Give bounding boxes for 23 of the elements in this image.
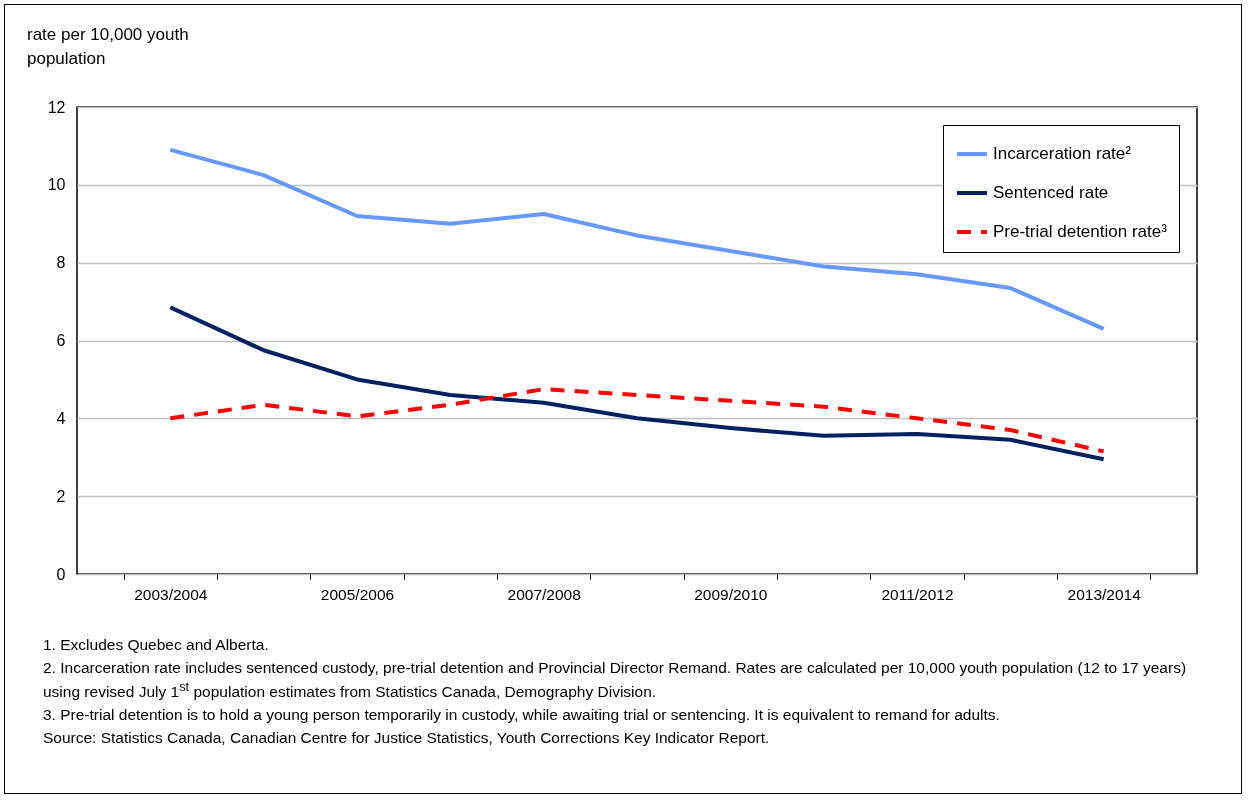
text: 3. Pre-trial detention is to hold a young person temporarily in custody, while awaiting trial or sentencing. It is equivalent to remand for adults. xyxy=(43,705,1001,725)
y-tick-label: 8 xyxy=(56,254,66,272)
x-tick-label: 2005/2006 xyxy=(320,585,395,603)
x-tick-label: 2007/2008 xyxy=(507,585,581,603)
y-tick-label: 2 xyxy=(56,487,66,505)
x-tick-label: 2013/2014 xyxy=(1067,585,1142,603)
y-axis-title: rate per 10,000 youth population xyxy=(27,24,190,70)
source-note: Source: Statistics Canada, Canadian Centre for Justice Statistics, Youth Corrections Key Indicator Report. xyxy=(43,728,771,748)
text: 2. Incarceration rate includes sentenced custody, pre-trial detention and Provincial Director Remand. Rates are calculated per 10,000 youth population (12 to 17 years) using revised July 1$^{st}$ population estimates from Statistics Canada, Demography Division. xyxy=(43,658,1188,702)
legend-label: Pre-trial detention rate³ xyxy=(993,222,1168,241)
y-tick-label: 12 xyxy=(47,98,66,116)
line-series xyxy=(168,387,1106,454)
y-tick-label: 10 xyxy=(47,176,66,194)
y-tick-label: 6 xyxy=(56,332,66,349)
legend-label: Incarceration rate² xyxy=(993,144,1132,163)
y-tick-label: 4 xyxy=(56,409,66,427)
legend-label: Sentenced rate xyxy=(993,183,1109,202)
text: 1. Excludes Quebec and Alberta. xyxy=(43,635,270,654)
x-tick-label: 2003/2004 xyxy=(134,585,208,603)
y-tick-label: 0 xyxy=(56,565,66,583)
line-series xyxy=(168,305,1106,462)
x-tick-label: 2009/2010 xyxy=(694,585,768,603)
x-tick-label: 2011/2012 xyxy=(881,585,954,603)
